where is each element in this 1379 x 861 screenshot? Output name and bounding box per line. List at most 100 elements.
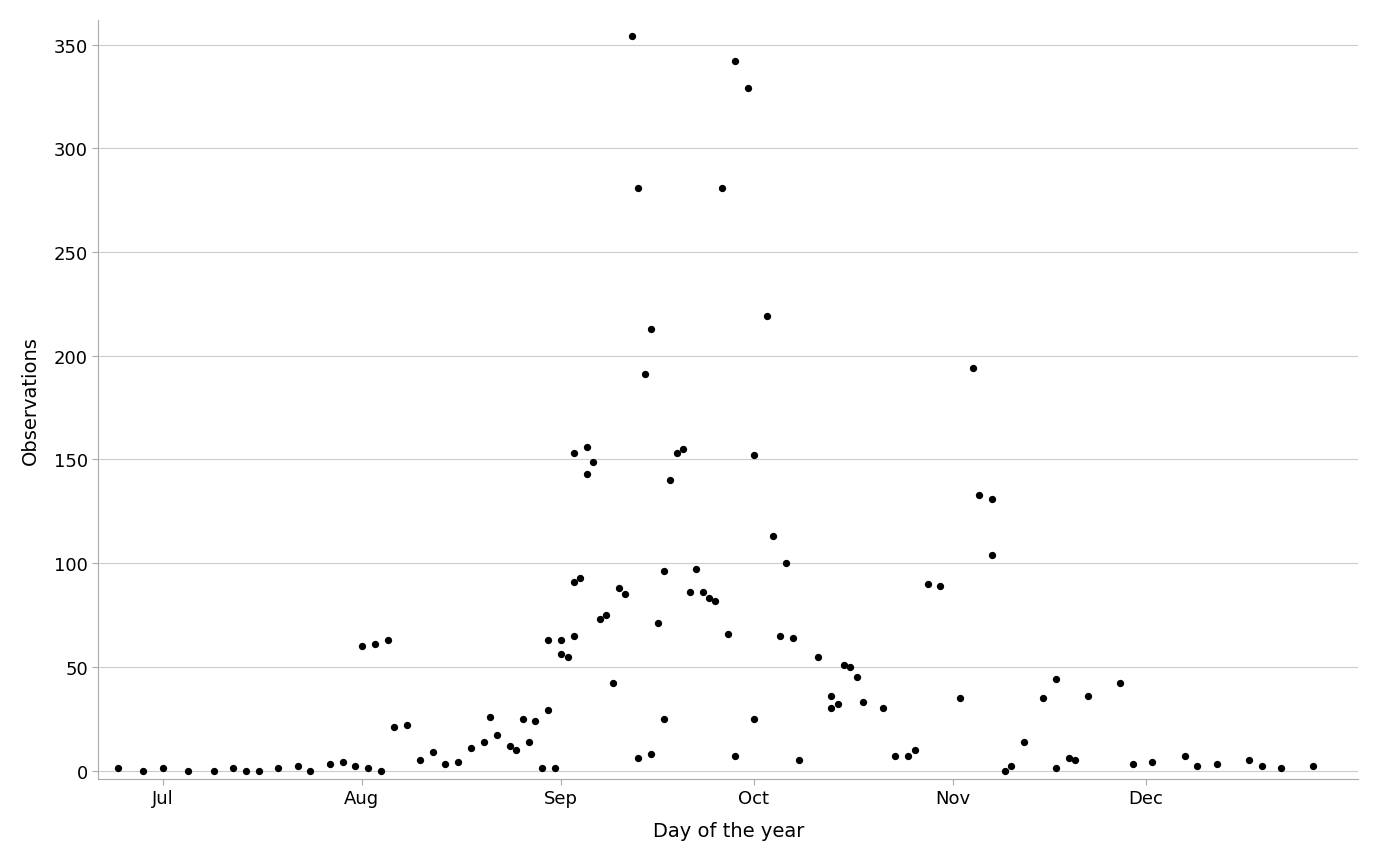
Point — [640, 747, 662, 761]
Point — [576, 441, 598, 455]
Point — [480, 710, 502, 724]
Point — [782, 631, 804, 645]
Point — [929, 579, 952, 593]
Point — [550, 647, 572, 661]
Point — [178, 764, 200, 777]
Point — [1000, 759, 1022, 773]
Point — [1033, 691, 1055, 705]
Point — [222, 762, 244, 776]
Point — [852, 696, 874, 709]
Point — [461, 741, 483, 755]
Point — [1270, 762, 1292, 776]
Point — [357, 762, 379, 776]
Point — [499, 739, 521, 753]
Point — [531, 762, 553, 776]
Point — [434, 758, 456, 771]
Point — [589, 612, 611, 626]
Point — [659, 474, 681, 487]
Point — [621, 30, 643, 44]
Y-axis label: Observations: Observations — [21, 336, 40, 464]
Point — [705, 594, 727, 608]
Point — [557, 650, 579, 664]
Point — [763, 530, 785, 543]
Point — [364, 637, 386, 651]
Point — [447, 755, 469, 769]
Point — [106, 762, 128, 776]
Point — [152, 762, 174, 776]
Point — [473, 734, 495, 748]
Point — [512, 712, 534, 726]
Point — [1077, 689, 1099, 703]
Point — [627, 182, 650, 195]
Point — [1238, 753, 1260, 767]
Point — [519, 734, 541, 748]
Point — [563, 447, 585, 461]
Point — [756, 310, 778, 324]
Point — [1045, 672, 1067, 686]
Point — [634, 369, 656, 382]
Point — [917, 578, 939, 592]
Point — [743, 712, 765, 726]
Point — [383, 721, 405, 734]
Point — [570, 571, 592, 585]
Point — [1123, 758, 1145, 771]
Point — [505, 743, 527, 757]
Point — [807, 650, 829, 664]
Point — [980, 548, 1003, 562]
Point — [884, 749, 906, 763]
Point — [203, 764, 225, 777]
Point — [654, 565, 676, 579]
Point — [768, 629, 790, 643]
Point — [408, 753, 430, 767]
Point — [1302, 759, 1324, 773]
Point — [872, 702, 894, 715]
Point — [350, 640, 372, 653]
Point — [654, 712, 676, 726]
Point — [319, 758, 341, 771]
Point — [666, 447, 688, 461]
Point — [845, 671, 867, 684]
X-axis label: Day of the year: Day of the year — [652, 821, 804, 840]
Point — [685, 563, 707, 577]
Point — [678, 585, 701, 599]
Point — [538, 634, 560, 647]
Point — [287, 759, 309, 773]
Point — [698, 592, 720, 605]
Point — [787, 753, 809, 767]
Point — [563, 575, 585, 589]
Point — [299, 764, 321, 777]
Point — [615, 588, 637, 602]
Point — [268, 762, 290, 776]
Point — [840, 660, 862, 674]
Point — [691, 585, 713, 599]
Point — [576, 468, 598, 481]
Point — [1065, 753, 1087, 767]
Point — [1109, 677, 1131, 691]
Point — [331, 755, 353, 769]
Point — [550, 634, 572, 647]
Point — [345, 759, 367, 773]
Point — [1014, 734, 1036, 748]
Point — [640, 323, 662, 337]
Point — [596, 609, 618, 623]
Point — [710, 182, 732, 195]
Point — [1142, 755, 1164, 769]
Point — [1205, 758, 1227, 771]
Point — [538, 703, 560, 717]
Point — [833, 658, 855, 672]
Point — [422, 745, 444, 759]
Point — [248, 764, 270, 777]
Point — [724, 749, 746, 763]
Point — [724, 55, 746, 69]
Point — [1174, 749, 1196, 763]
Point — [821, 702, 843, 715]
Point — [968, 488, 990, 502]
Point — [994, 764, 1016, 777]
Point — [563, 629, 585, 643]
Point — [672, 443, 694, 456]
Point — [608, 581, 630, 595]
Point — [949, 691, 971, 705]
Point — [601, 677, 623, 691]
Point — [543, 762, 565, 776]
Point — [370, 764, 392, 777]
